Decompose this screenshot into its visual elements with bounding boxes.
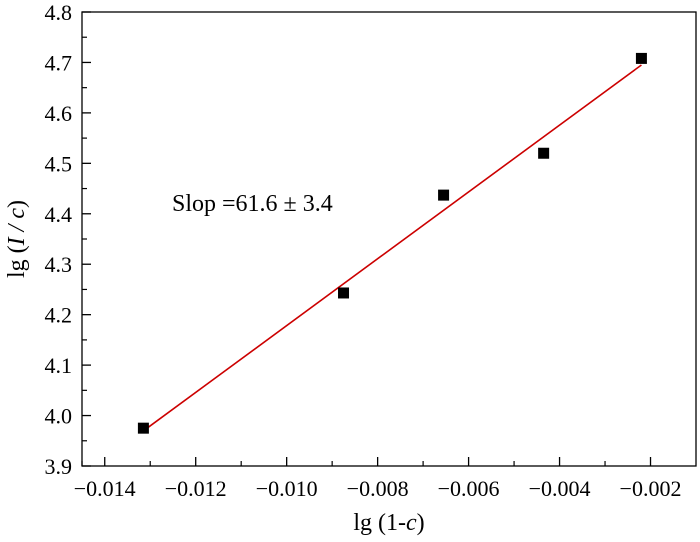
fit-line-layer xyxy=(145,64,642,430)
x-tick-label: −0.014 xyxy=(74,476,136,501)
fit-annotation: Slop =61.6 ± 3.4 xyxy=(172,191,333,217)
x-tick-label: −0.012 xyxy=(165,476,227,501)
y-tick-label: 4.8 xyxy=(45,0,73,25)
y-tick-label: 4.3 xyxy=(45,252,73,277)
x-tick-label: −0.002 xyxy=(620,476,682,501)
x-tick-label: −0.008 xyxy=(347,476,409,501)
y-axis-label: lg (I / c) xyxy=(4,200,30,278)
data-point xyxy=(137,422,149,434)
x-tick-label: −0.004 xyxy=(529,476,591,501)
y-tick-label: 4.6 xyxy=(45,101,73,126)
y-tick-label: 4.5 xyxy=(45,151,73,176)
y-tick-label: 4.7 xyxy=(45,50,73,75)
y-tick-label: 4.0 xyxy=(45,404,73,429)
y-tick-label: 4.4 xyxy=(45,202,73,227)
data-point xyxy=(438,189,450,201)
x-tick-labels: −0.014 −0.012 −0.010 −0.008 −0.006 −0.004 −0.0… xyxy=(74,476,682,501)
x-axis-label: lg (1-c) xyxy=(353,510,424,536)
data-point xyxy=(635,52,647,64)
axis-ticks xyxy=(81,11,652,467)
plot-frame xyxy=(81,11,697,467)
x-tick-label: −0.010 xyxy=(256,476,318,501)
fit-line xyxy=(145,64,642,430)
x-tick-label: −0.006 xyxy=(438,476,500,501)
y-tick-labels: 3.9 4.0 4.1 4.2 4.3 4.4 4.5 4.6 4.7 4.8 xyxy=(45,0,73,479)
y-tick-label: 4.2 xyxy=(45,303,73,328)
data-point xyxy=(538,147,550,159)
y-tick-label: 4.1 xyxy=(45,353,73,378)
data-points xyxy=(137,52,647,434)
data-point xyxy=(338,287,350,299)
y-tick-label: 3.9 xyxy=(45,454,73,479)
